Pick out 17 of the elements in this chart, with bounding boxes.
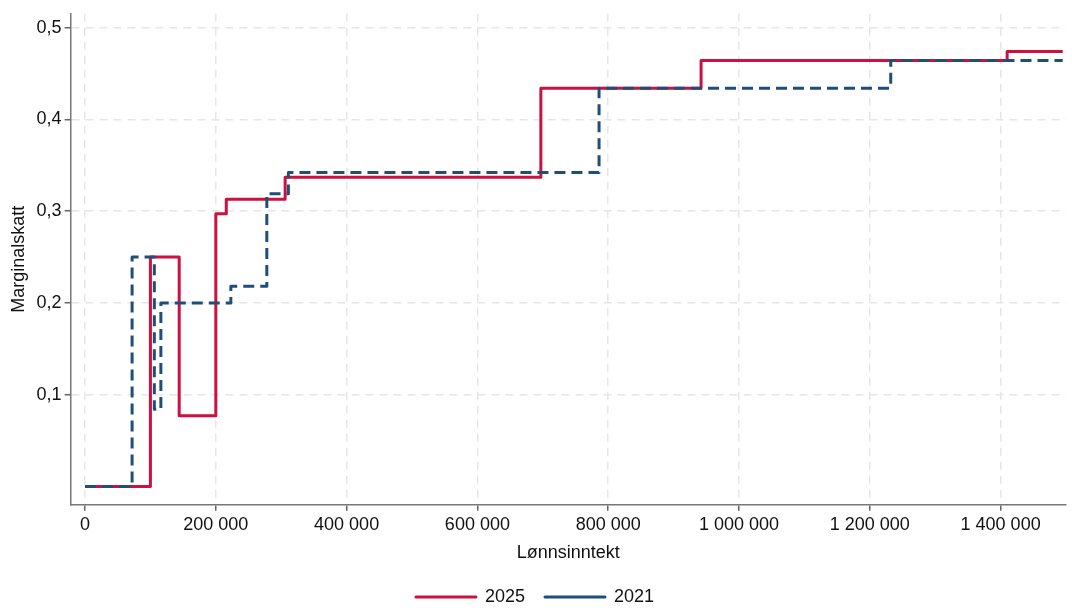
x-tick-label: 600 000	[444, 513, 510, 534]
x-tick-label: 400 000	[314, 513, 380, 534]
x-tick-label: 1 200 000	[829, 513, 910, 534]
y-tick-label: 0,5	[36, 16, 62, 37]
x-tick-label: 800 000	[575, 513, 641, 534]
y-tick-label: 0,3	[36, 200, 62, 221]
x-tick-label: 1 400 000	[960, 513, 1041, 534]
y-tick-label: 0,1	[36, 383, 62, 404]
x-axis-title: Lønnsinntekt	[516, 542, 620, 563]
legend-label: 2021	[614, 585, 655, 606]
x-tick-label: 200 000	[183, 513, 249, 534]
y-tick-label: 0,4	[36, 108, 62, 129]
y-axis-title: Marginalskatt	[7, 205, 28, 313]
x-tick-label: 0	[80, 513, 91, 534]
x-tick-label: 1 000 000	[698, 513, 780, 534]
y-tick-label: 0,2	[36, 291, 62, 312]
legend-label: 2025	[484, 585, 525, 606]
